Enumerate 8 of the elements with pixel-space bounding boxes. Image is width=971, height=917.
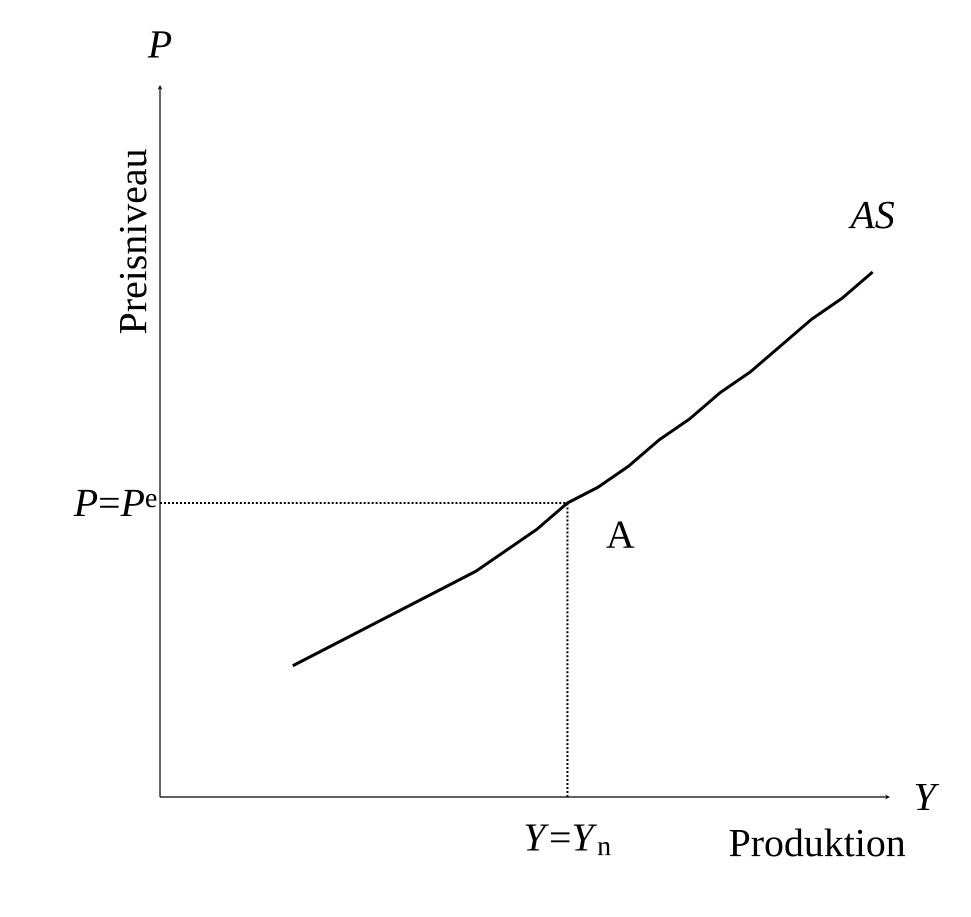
text: Y=Y$_{n}$ [526,824,611,856]
text: Y [916,784,940,810]
y-axis-title: Preisniveau [120,149,147,334]
ref-line-label: P=P$^{e}$ [74,490,156,516]
series-label: AS [848,202,894,228]
text: P [148,31,172,58]
annotation: A [606,521,634,548]
x-axis-title: Produktion [730,828,906,857]
